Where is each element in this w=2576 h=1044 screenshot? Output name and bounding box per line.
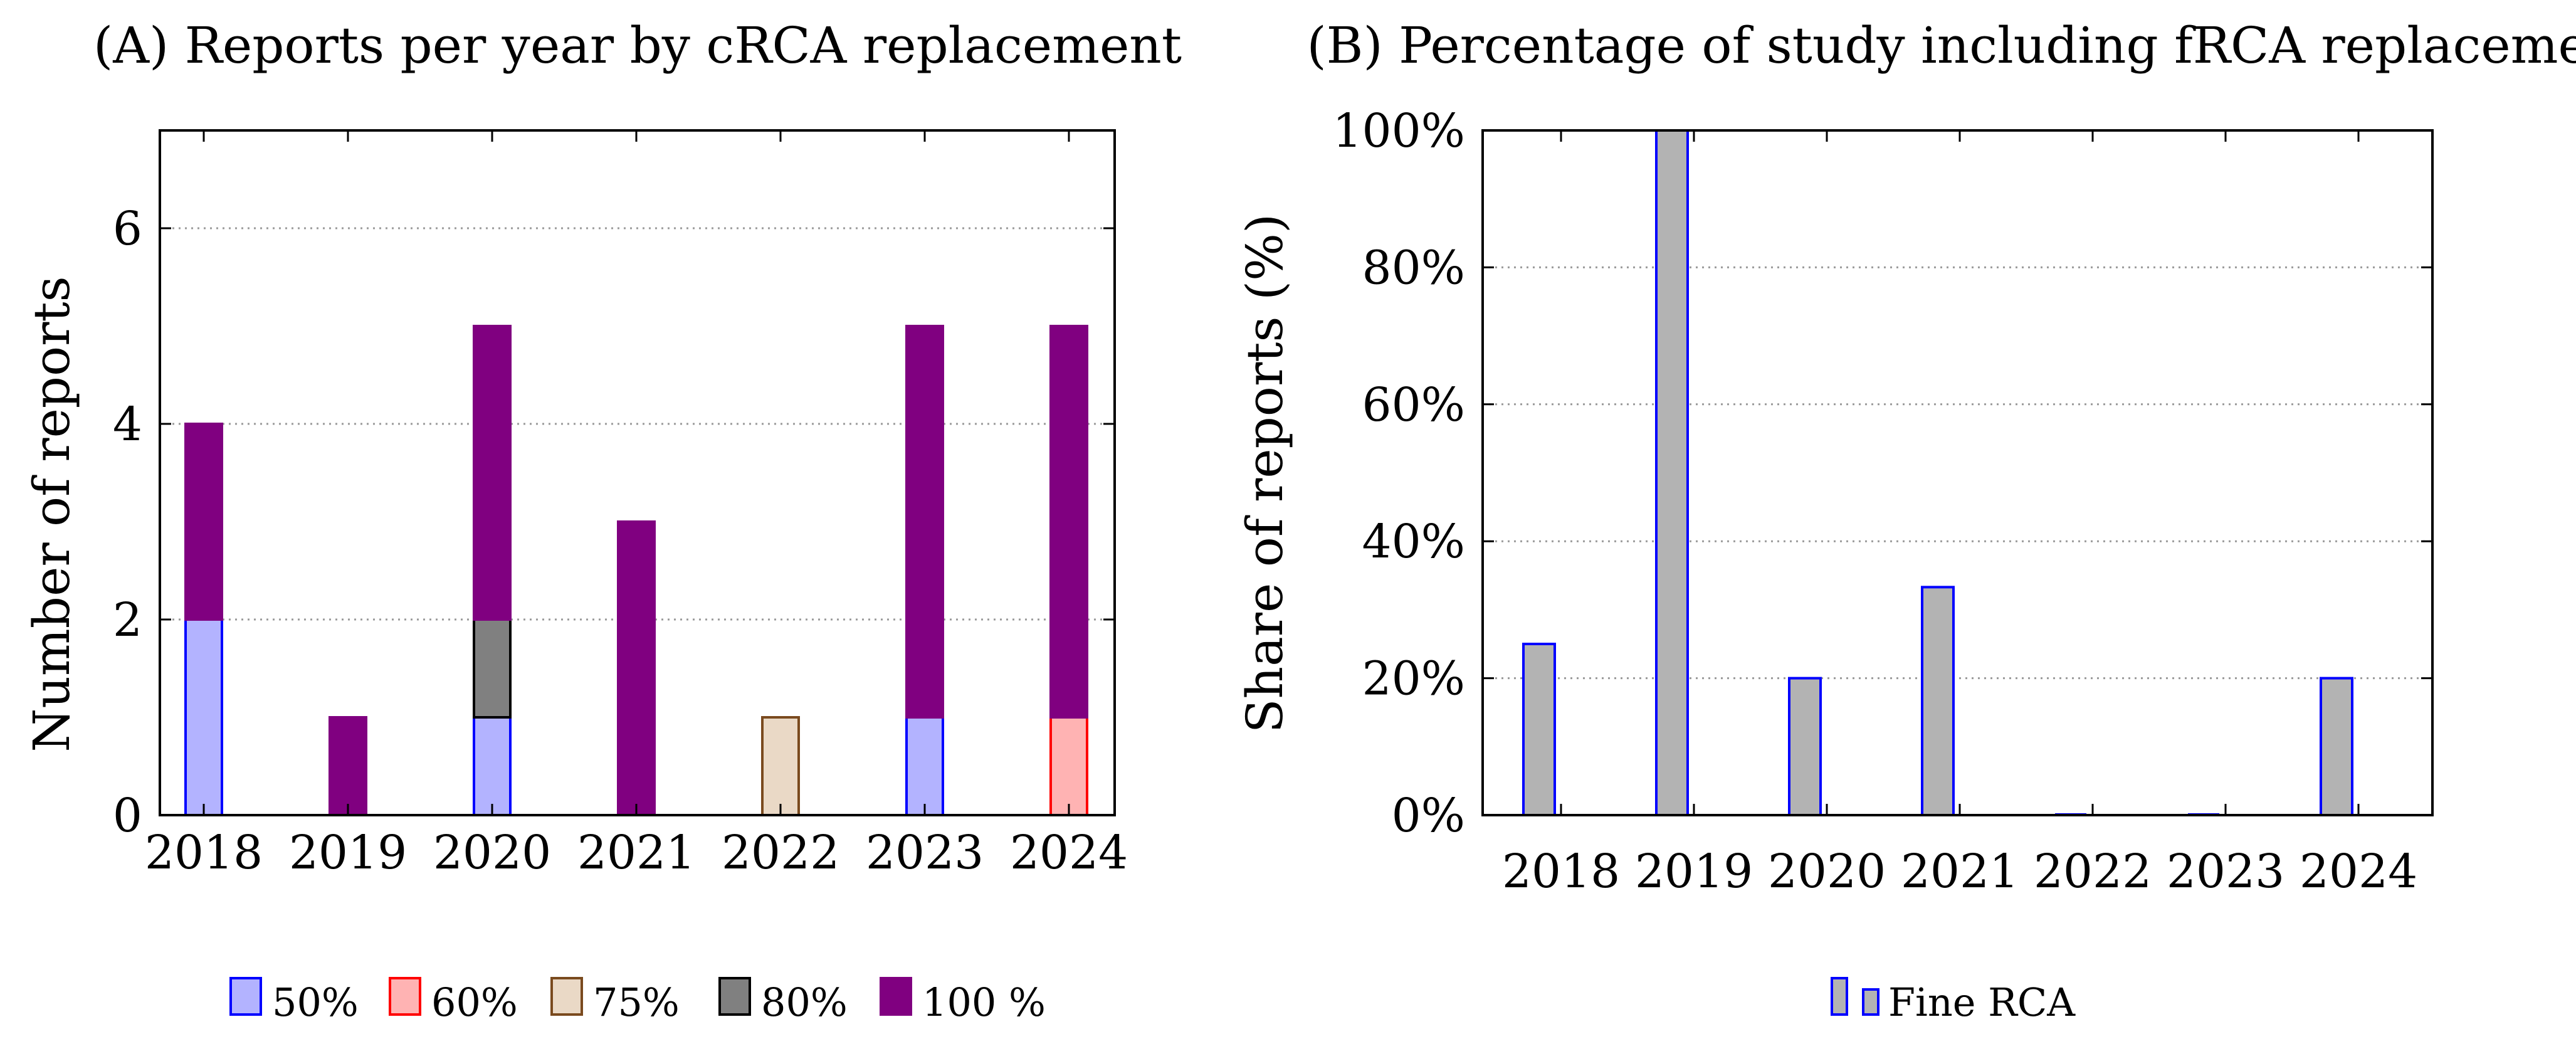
- chart-b-y-tick-label: 40%: [1362, 515, 1465, 569]
- chart-a-x-tick-label: 2019: [289, 826, 407, 880]
- chart-b-x-tick-label: 2019: [1635, 845, 1753, 899]
- chart-a-y-axis-label: Number of reports: [23, 276, 81, 752]
- chart-b-x-tick-label: 2022: [2034, 845, 2152, 899]
- chart-b-bar-2024: [2320, 677, 2353, 816]
- chart-b-bar-2021: [1921, 586, 1955, 816]
- chart-a-bar-100-2023: [905, 325, 944, 719]
- chart-a-bar-100-2024: [1049, 325, 1088, 719]
- chart-a-bar-50-2023: [905, 716, 944, 816]
- chart-b: (B) Percentage of study including fRCA r…: [1236, 16, 2576, 1025]
- chart-a-x-tick-label: 2022: [722, 826, 839, 880]
- chart-a: (A) Reports per year by cRCA replacement…: [23, 16, 1182, 1025]
- chart-a-bar-50-2018: [184, 618, 223, 816]
- chart-a-legend-label: 60%: [431, 979, 518, 1025]
- chart-b-x-tick-label: 2023: [2167, 845, 2284, 899]
- chart-a-x-tick-label: 2021: [577, 826, 695, 880]
- chart-a-title: (A) Reports per year by cRCA replacement: [93, 16, 1182, 75]
- chart-b-title: (B) Percentage of study including fRCA r…: [1306, 16, 2576, 75]
- chart-b-y-tick-label: 100%: [1332, 104, 1465, 158]
- chart-a-bar-100-2018: [184, 423, 223, 621]
- chart-b-x-tick-label: 2020: [1768, 845, 1886, 899]
- chart-b-y-tick-label: 60%: [1362, 378, 1465, 432]
- chart-a-bar-100-2021: [617, 520, 656, 816]
- chart-b-bar-2018: [1522, 643, 1556, 816]
- chart-a-bar-60-2024: [1049, 716, 1088, 816]
- chart-b-y-tick-label: 80%: [1362, 241, 1465, 295]
- chart-a-x-tick-label: 2020: [433, 826, 551, 880]
- chart-a-bar-80-2020: [473, 618, 512, 719]
- chart-a-legend-swatch: [229, 977, 262, 1016]
- chart-b-x-tick-label: 2024: [2300, 845, 2417, 899]
- chart-b-legend-label: Fine RCA: [1888, 979, 2076, 1025]
- chart-a-legend-swatch: [880, 977, 912, 1016]
- chart-a-bar-100-2019: [329, 716, 367, 816]
- chart-b-legend-swatch: [1862, 988, 1879, 1016]
- chart-a-bar-50-2020: [473, 716, 512, 816]
- chart-a-y-tick-label: 4: [113, 398, 142, 451]
- chart-a-legend-label: 100 %: [922, 979, 1046, 1025]
- chart-b-y-tick-label: 20%: [1362, 652, 1465, 706]
- chart-a-y-tick-label: 6: [113, 202, 142, 256]
- chart-b-bar-2019: [1655, 129, 1689, 816]
- chart-b-x-tick-label: 2021: [1901, 845, 2019, 899]
- chart-a-legend-label: 80%: [761, 979, 848, 1025]
- chart-b-bar-2020: [1788, 677, 1822, 816]
- chart-a-legend-label: 50%: [272, 979, 359, 1025]
- chart-a-y-tick-label: 0: [113, 789, 142, 843]
- chart-b-legend-swatch: [1831, 977, 1848, 1016]
- chart-a-x-tick-label: 2023: [866, 826, 984, 880]
- chart-a-bar-100-2020: [473, 325, 512, 621]
- chart-a-legend-label: 75%: [593, 979, 680, 1025]
- chart-a-y-tick-label: 2: [113, 593, 142, 647]
- chart-a-x-tick-label: 2024: [1010, 826, 1128, 880]
- chart-a-legend-swatch: [718, 977, 751, 1016]
- chart-a-legend-swatch: [550, 977, 583, 1016]
- chart-b-y-tick-label: 0%: [1392, 789, 1465, 843]
- chart-a-x-tick-label: 2018: [145, 826, 263, 880]
- chart-a-bar-75-2022: [761, 716, 800, 816]
- chart-b-x-tick-label: 2018: [1502, 845, 1620, 899]
- chart-b-plot-frame: [1481, 129, 2434, 816]
- chart-a-legend-swatch: [389, 977, 421, 1016]
- chart-b-y-axis-label: Share of reports (%): [1236, 214, 1294, 734]
